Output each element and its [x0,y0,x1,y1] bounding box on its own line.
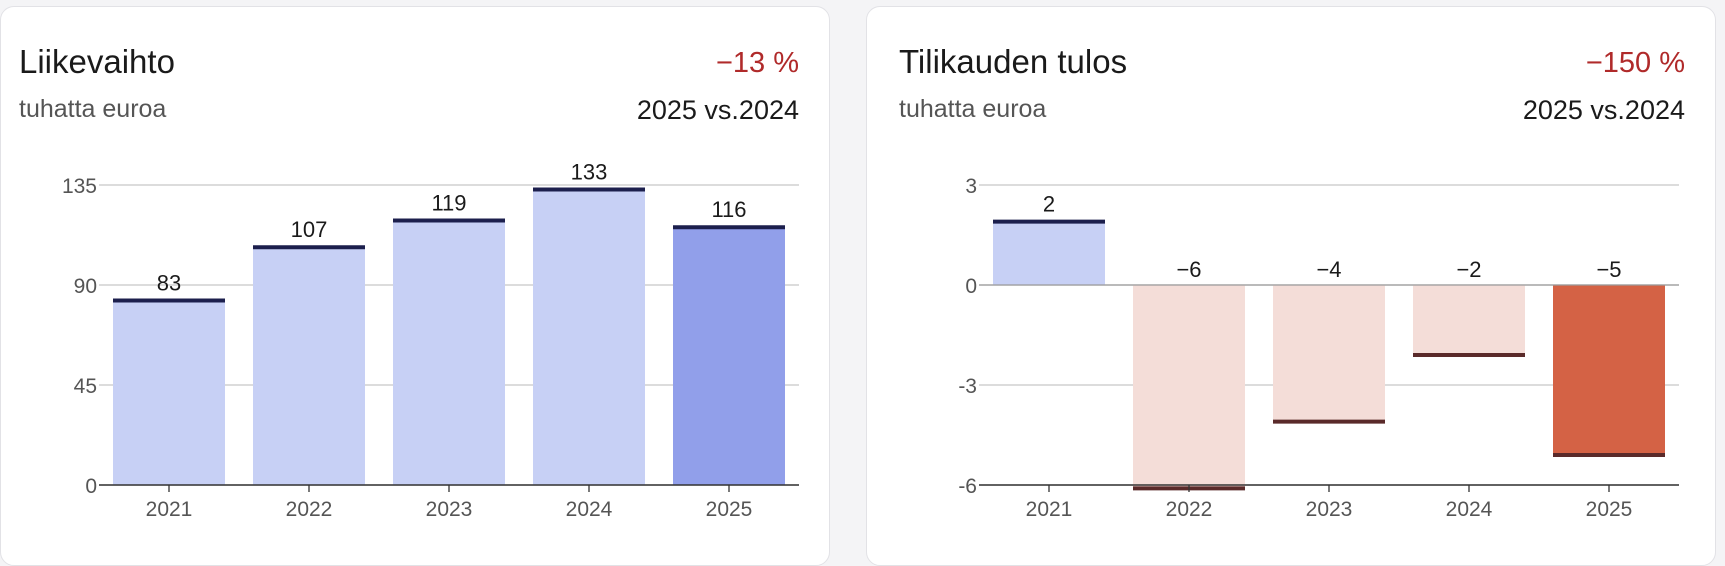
x-tick-label: 2021 [146,498,193,521]
data-label: 107 [291,217,328,242]
data-label: −2 [1456,257,1481,282]
bar [393,220,505,486]
x-tick-label: 2022 [1166,498,1213,521]
y-tick-label: -6 [958,475,977,498]
x-tick-label: 2023 [426,498,473,521]
card-subtitle: tuhatta euroa [19,95,167,123]
bar [1413,285,1525,355]
data-label: 133 [571,159,608,184]
x-tick-label: 2023 [1306,498,1353,521]
data-label: 119 [431,191,466,216]
data-label: 83 [157,271,181,296]
net-result-card: Tilikauden tulos tuhatta euroa −150 % 20… [866,6,1716,566]
bar [1553,285,1665,455]
comparison-period: 2025 vs.2024 [1522,95,1685,125]
data-label: 116 [711,197,746,222]
x-tick-label: 2021 [1026,498,1073,521]
data-label: −5 [1596,257,1621,282]
bar [673,227,785,485]
bar [253,247,365,485]
y-tick-label: 45 [74,375,97,398]
data-label: −4 [1316,257,1341,282]
x-tick-label: 2024 [1446,498,1493,521]
y-tick-label: 135 [62,175,97,198]
y-tick-label: 0 [85,475,97,498]
y-tick-label: 90 [74,275,97,298]
x-tick-label: 2025 [706,498,753,521]
card-subtitle: tuhatta euroa [899,95,1047,123]
y-tick-label: 0 [965,275,977,298]
x-tick-label: 2024 [566,498,613,521]
card-title: Liikevaihto [19,43,175,80]
y-tick-label: -3 [958,375,977,398]
data-label: 2 [1043,192,1055,217]
bar [993,221,1105,285]
net-result-bar-chart: -6 -3 0 3 2 2021 −6 2022 −4 2023 −2 2024 −5 2025 [958,175,1679,521]
card-title: Tilikauden tulos [899,43,1128,80]
x-tick-label: 2022 [286,498,333,521]
revenue-bar-chart: 0 45 90 135 83 2021 107 2022 119 2023 133 2024 116 20… [62,159,799,521]
bar [1133,285,1245,489]
bar [533,189,645,485]
y-tick-label: 3 [965,175,977,198]
bar [113,300,225,485]
revenue-card: Liikevaihto tuhatta euroa −13 % 2025 vs.… [0,6,830,566]
data-label: −6 [1176,257,1201,282]
change-percent: −13 % [715,47,799,79]
x-tick-label: 2025 [1586,498,1633,521]
change-percent: −150 % [1585,47,1685,79]
comparison-period: 2025 vs.2024 [636,95,799,125]
bar [1273,285,1385,422]
